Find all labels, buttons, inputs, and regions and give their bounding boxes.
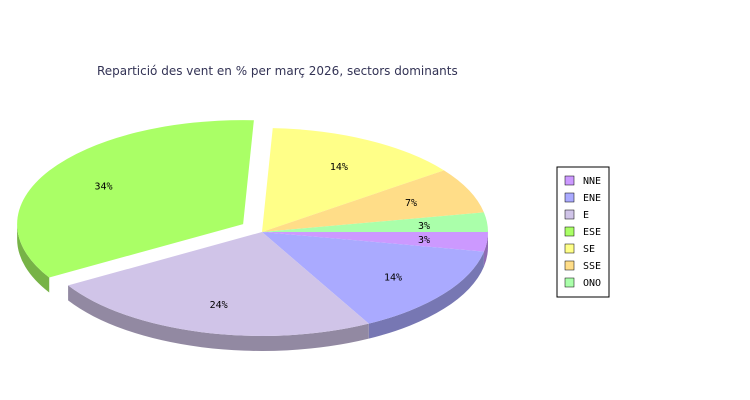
legend-swatch-ene	[564, 192, 575, 203]
slice-label-ene: 14%	[384, 272, 402, 283]
legend-swatch-e	[564, 209, 575, 220]
pie-slice-ene	[262, 232, 484, 324]
legend-label-ese: ESE	[583, 227, 601, 238]
pie-slice-ese	[17, 120, 254, 278]
pie-slice-side-ese	[17, 224, 50, 293]
legend-swatch-se	[564, 243, 575, 254]
slice-label-se: 14%	[330, 162, 348, 173]
legend-swatch-sse	[564, 260, 575, 271]
legend-swatch-ese	[564, 226, 575, 237]
pie-slice-e	[68, 232, 369, 336]
pie-slice-side-ene	[368, 251, 484, 339]
slice-label-sse: 7%	[405, 198, 417, 209]
legend-label-ono: ONO	[583, 278, 601, 289]
legend: NNE ENE E ESE SE SSE ONO	[556, 166, 610, 298]
slice-label-nne: 3%	[418, 235, 430, 246]
pie-slice-side-e	[68, 285, 369, 351]
legend-label-ene: ENE	[583, 193, 601, 204]
slice-label-ono: 3%	[418, 221, 430, 232]
pie-slices-group	[17, 120, 488, 336]
legend-label-sse: SSE	[583, 261, 601, 272]
pie-slice-nne	[262, 232, 488, 252]
legend-swatch-nne	[564, 175, 575, 186]
legend-label-nne: NNE	[583, 176, 601, 187]
legend-swatch-ono	[564, 277, 575, 288]
slice-labels-group: 3% 14% 24% 34% 14% 7% 3%	[94, 162, 430, 311]
chart-title: Repartició des vent en % per març 2026, …	[97, 64, 458, 78]
legend-label-se: SE	[583, 244, 595, 255]
pie-slice-sse	[262, 170, 484, 232]
slice-label-ese: 34%	[94, 182, 112, 193]
pie-slice-se	[262, 128, 444, 232]
pie-slice-side-nne	[483, 232, 488, 267]
pie-depth-group	[17, 224, 488, 351]
legend-label-e: E	[583, 210, 589, 221]
pie-slice-ono	[262, 212, 488, 232]
slice-label-e: 24%	[210, 300, 228, 311]
